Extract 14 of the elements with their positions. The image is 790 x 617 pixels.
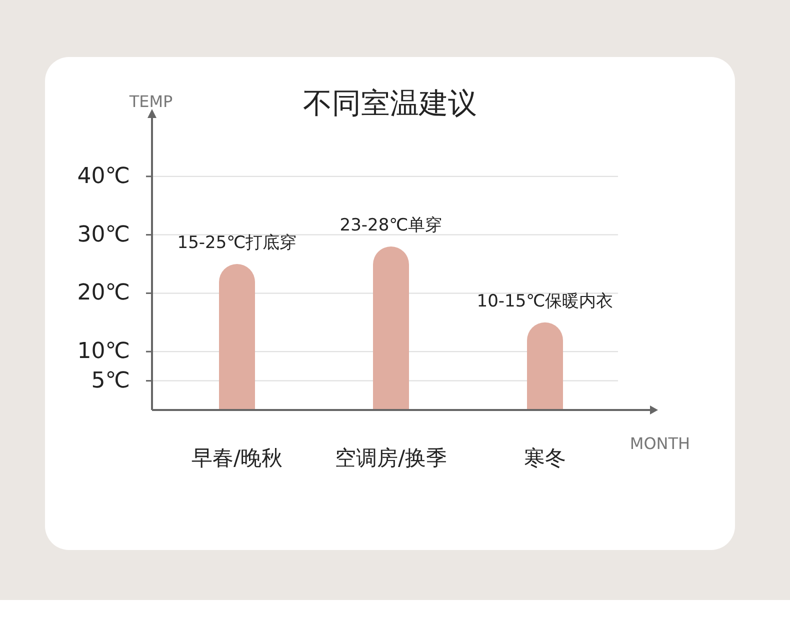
y-tick-label: 5℃ bbox=[91, 368, 130, 394]
annotation: 10-15℃保暖内衣 bbox=[476, 291, 614, 312]
y-tick-label: 30℃ bbox=[77, 222, 130, 248]
y-axis-title: TEMP bbox=[128, 92, 174, 111]
x-axis-title: MONTH bbox=[630, 434, 690, 453]
annotation: 23-28℃单穿 bbox=[340, 215, 442, 236]
x-tick-label: 寒冬 bbox=[524, 446, 566, 470]
annotation: 15-25℃打底穿 bbox=[177, 233, 297, 253]
y-tick-label: 40℃ bbox=[77, 164, 130, 189]
y-tick-label: 20℃ bbox=[77, 280, 130, 306]
x-tick-label: 早春/晚秋 bbox=[191, 446, 283, 470]
chart-title: 不同室温建议 bbox=[303, 86, 477, 120]
y-tick-label: 10℃ bbox=[77, 339, 130, 364]
x-tick-label: 空调房/换季 bbox=[334, 446, 448, 470]
